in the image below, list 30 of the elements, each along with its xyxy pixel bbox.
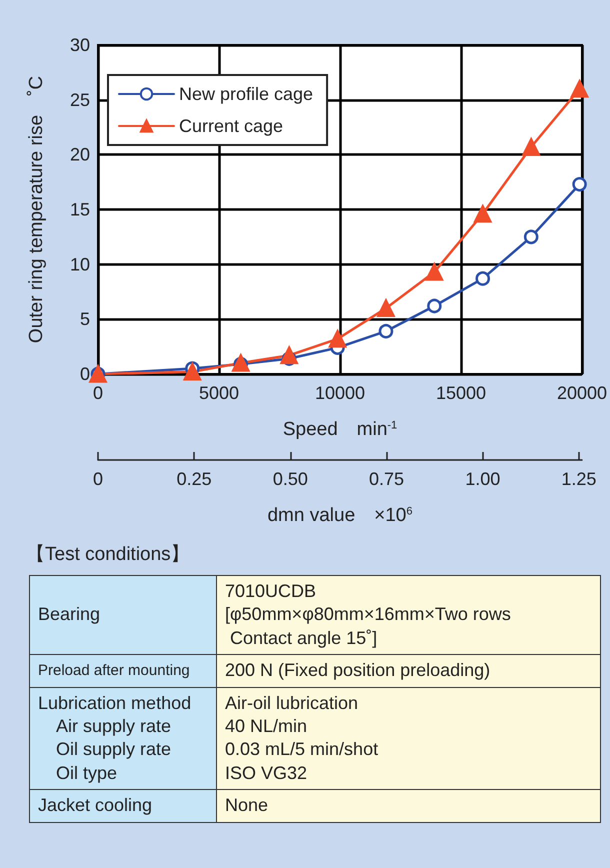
y-tick-label: 0 — [80, 364, 90, 384]
y-axis-title: Outer ring temperature rise ˚C — [26, 76, 47, 344]
x-tick-label: 10000 — [314, 383, 366, 403]
y-tick-label: 20 — [70, 144, 90, 165]
text: Preload after mounting — [30, 654, 216, 688]
x2-tick-label: 0.25 — [176, 469, 212, 489]
text: 200 N (Fixed position preloading) — [216, 654, 600, 688]
x-tick-label: 0 — [92, 383, 104, 403]
y-tick-label: 10 — [70, 254, 90, 274]
x2-tick-label: 1.00 — [465, 469, 500, 489]
x2-tick-label: 0.50 — [272, 469, 308, 489]
text: Bearing — [30, 576, 216, 655]
text: None — [216, 790, 600, 822]
y-tick-label: 15 — [70, 200, 90, 220]
legend-label: New profile cage — [179, 84, 314, 104]
y-tick-label: 25 — [70, 90, 90, 110]
legend-label: Current cage — [179, 116, 284, 136]
x2-tick-label: 0.75 — [369, 469, 404, 489]
text: 【Test conditions】 — [26, 543, 190, 567]
x-tick-label: 15000 — [436, 383, 486, 403]
text: Air-oil lubrication 40 NL/min 0.03 mL/5 min/shot ISO VG32 — [216, 687, 600, 790]
text: Lubrication method Air supply rate Oil supply rate Oil type — [30, 687, 216, 790]
x2-tick-label: 1.25 — [561, 469, 596, 489]
x-tick-label: 5000 — [198, 383, 240, 403]
text: Jacket cooling — [30, 790, 216, 822]
x-tick-label: 20000 — [556, 383, 608, 403]
text: 7010UCDB [φ50mm×φ80mm×16mm×Two rows Contact angle 15˚] — [216, 576, 600, 655]
y-tick-label: 30 — [70, 35, 90, 55]
y-tick-label: 5 — [80, 309, 90, 330]
x2-tick-label: 0 — [92, 469, 104, 489]
